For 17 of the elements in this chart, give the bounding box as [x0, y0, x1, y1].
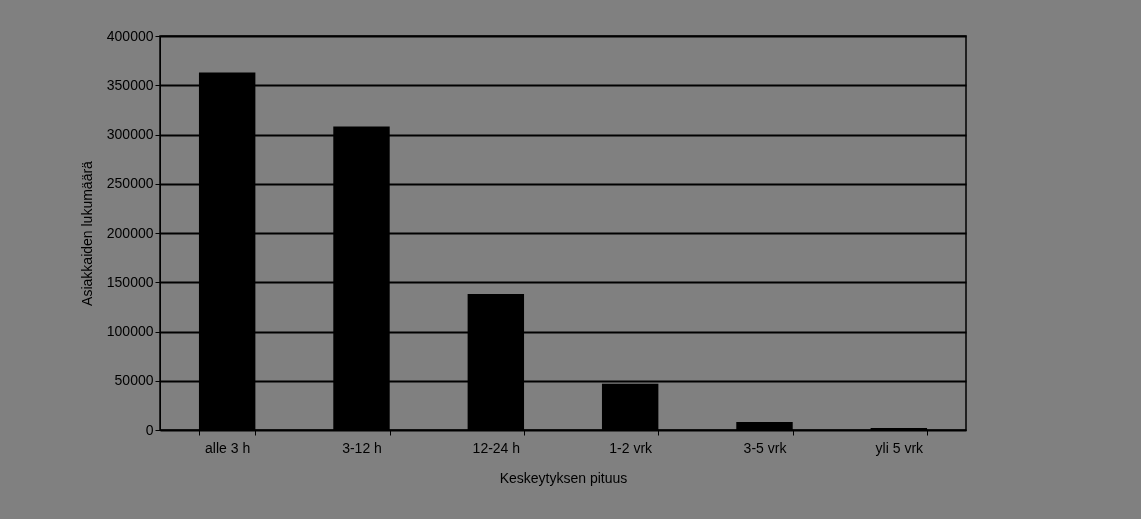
- y-tick-label: 350000: [106, 76, 154, 93]
- y-axis-title: Asiakkaiden lukumäärä: [78, 160, 95, 306]
- x-tick-label: 12-24 h: [472, 439, 521, 456]
- x-tick-label: 3-5 vrk: [743, 439, 788, 456]
- y-tick-label: 100000: [106, 323, 154, 339]
- x-tick-label: yli 5 vrk: [875, 439, 925, 456]
- y-tick-label: 250000: [106, 175, 154, 192]
- x-tick-label: alle 3 h: [205, 439, 251, 456]
- y-tick-label: 150000: [106, 273, 154, 290]
- x-tick-label: 1-2 vrk: [609, 439, 654, 456]
- x-axis-title: Keskeytyksen pituus: [499, 469, 628, 486]
- y-tick-label: 300000: [106, 126, 154, 142]
- y-tick-label: 400000: [106, 27, 154, 44]
- x-tick-label: 3-12 h: [342, 439, 382, 456]
- y-tick-label: 50000: [114, 372, 154, 389]
- y-tick-label: 200000: [106, 224, 154, 241]
- y-tick-label: 0: [145, 421, 154, 438]
